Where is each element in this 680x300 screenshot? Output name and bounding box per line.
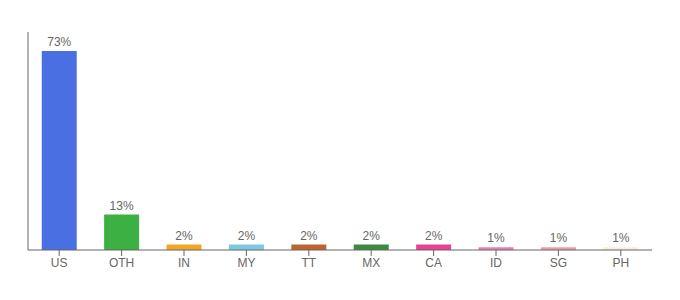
svg-text:ID: ID <box>490 256 502 270</box>
svg-text:MY: MY <box>237 256 255 270</box>
svg-text:2%: 2% <box>238 229 256 243</box>
svg-text:MX: MX <box>362 256 380 270</box>
svg-text:1%: 1% <box>612 231 630 245</box>
svg-text:2%: 2% <box>425 229 443 243</box>
svg-text:TT: TT <box>301 256 316 270</box>
svg-text:US: US <box>51 256 68 270</box>
svg-text:1%: 1% <box>487 231 505 245</box>
svg-text:2%: 2% <box>363 229 381 243</box>
svg-text:OTH: OTH <box>109 256 134 270</box>
svg-text:IN: IN <box>178 256 190 270</box>
svg-text:2%: 2% <box>300 229 318 243</box>
svg-text:1%: 1% <box>550 231 568 245</box>
svg-text:13%: 13% <box>110 199 134 213</box>
svg-text:SG: SG <box>550 256 567 270</box>
svg-text:2%: 2% <box>175 229 193 243</box>
svg-text:CA: CA <box>425 256 442 270</box>
svg-text:73%: 73% <box>47 35 71 49</box>
svg-text:PH: PH <box>612 256 629 270</box>
